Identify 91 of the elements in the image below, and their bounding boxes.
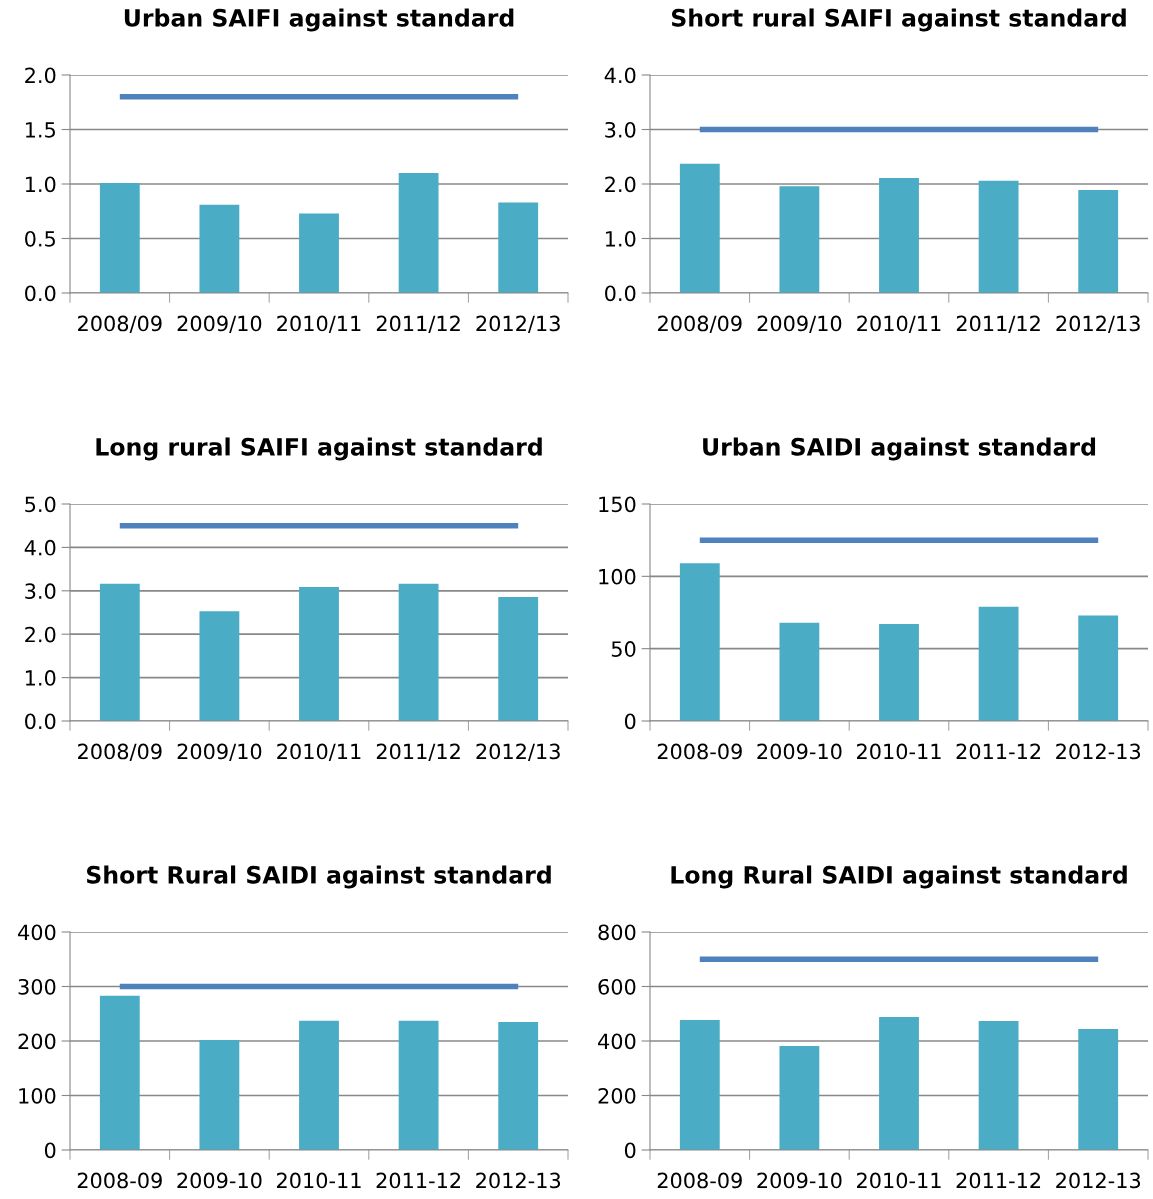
- x-tick-label: 2009-10: [177, 1172, 262, 1189]
- bar: [978, 606, 1019, 721]
- x-tick-label: 2008-09: [77, 1172, 162, 1189]
- bar: [1078, 1029, 1119, 1150]
- bar: [1078, 615, 1119, 721]
- y-tick-label: 1.0: [605, 230, 636, 247]
- y-tick-label: 100: [599, 568, 636, 585]
- bar: [779, 1045, 820, 1150]
- bar: [299, 213, 339, 293]
- bar: [398, 173, 439, 293]
- x-tick-label: 2011-12: [956, 1172, 1041, 1189]
- bar: [978, 1021, 1019, 1150]
- bar: [879, 1017, 919, 1150]
- y-tick-label: 1.0: [25, 670, 56, 686]
- x-tick-label: 2008/09: [78, 315, 162, 333]
- x-tick-label: 2012-13: [1056, 743, 1141, 760]
- bar: [199, 1039, 240, 1150]
- x-tick-label: 2008/09: [658, 315, 742, 333]
- x-tick-label: 2010-11: [857, 1172, 941, 1189]
- x-tick-label: 2008-09: [657, 1172, 742, 1189]
- y-tick-label: 0: [624, 713, 636, 730]
- x-tick-label: 2008-09: [657, 743, 742, 760]
- x-tick-label: 2009-10: [757, 1172, 842, 1189]
- x-tick-label: 2008/09: [78, 743, 162, 761]
- y-tick-label: 2.0: [605, 176, 636, 193]
- y-tick-label: 5.0: [25, 496, 56, 513]
- y-tick-label: 150: [599, 496, 636, 513]
- x-tick-label: 2010-11: [857, 743, 941, 760]
- y-tick-label: 2.0: [25, 67, 56, 84]
- bar: [679, 563, 720, 721]
- bar: [978, 180, 1019, 293]
- y-tick-label: 0.0: [25, 713, 56, 730]
- x-tick-label: 2012/13: [476, 315, 560, 333]
- y-tick-label: 100: [19, 1087, 56, 1104]
- bar: [779, 186, 820, 293]
- bar: [299, 1020, 339, 1150]
- bar: [498, 202, 539, 293]
- y-tick-label: 200: [598, 1087, 636, 1104]
- y-tick-label: 400: [18, 924, 56, 941]
- x-tick-label: 2011-12: [376, 1172, 461, 1189]
- y-tick-label: 0: [624, 1142, 636, 1159]
- x-tick-label: 2010-11: [277, 1172, 361, 1189]
- y-tick-label: 200: [18, 1033, 56, 1050]
- x-tick-label: 2009/10: [177, 743, 262, 761]
- x-tick-label: 2012-13: [476, 1172, 561, 1189]
- x-tick-label: 2011/12: [956, 315, 1040, 333]
- y-tick-label: 400: [598, 1033, 636, 1050]
- x-tick-label: 2010/11: [857, 315, 941, 333]
- chart-title: Short rural SAIFI against standard: [671, 8, 1126, 32]
- y-tick-label: 4.0: [604, 67, 636, 84]
- x-tick-label: 2011/12: [376, 743, 460, 761]
- x-tick-label: 2011/12: [376, 315, 460, 333]
- x-tick-label: 2012/13: [476, 743, 560, 761]
- chart-title: Urban SAIDI against standard: [703, 437, 1096, 461]
- bar: [398, 1020, 439, 1150]
- y-tick-label: 3.0: [605, 121, 636, 138]
- x-tick-label: 2012-13: [1056, 1172, 1141, 1189]
- bar: [779, 622, 820, 721]
- bar: [99, 995, 140, 1150]
- y-tick-label: 1.0: [25, 176, 56, 193]
- x-tick-label: 2012/13: [1056, 315, 1140, 333]
- bar: [879, 178, 919, 293]
- chart-title: Long rural SAIFI against standard: [96, 437, 542, 461]
- bar: [879, 624, 919, 721]
- y-tick-label: 50: [611, 641, 636, 657]
- x-tick-label: 2009/10: [757, 315, 842, 333]
- bar: [199, 204, 240, 293]
- y-tick-label: 800: [598, 924, 636, 941]
- chart-title: Long Rural SAIDI against standard: [671, 865, 1127, 889]
- y-tick-label: 4.0: [24, 539, 56, 556]
- bar: [679, 163, 720, 293]
- y-tick-label: 3.0: [25, 583, 56, 600]
- y-tick-label: 2.0: [25, 626, 56, 643]
- x-tick-label: 2011-12: [956, 743, 1041, 760]
- y-tick-label: 1.5: [25, 122, 55, 138]
- y-tick-label: 0.5: [25, 230, 55, 247]
- y-tick-label: 0: [44, 1142, 56, 1159]
- y-tick-label: 0.0: [25, 285, 56, 302]
- x-tick-label: 2009-10: [757, 743, 842, 760]
- bar: [99, 182, 140, 293]
- chart-title: Urban SAIFI against standard: [124, 8, 514, 32]
- chart-title: Short Rural SAIDI against standard: [86, 865, 551, 889]
- bar: [1078, 189, 1119, 293]
- bar: [679, 1020, 720, 1150]
- y-tick-label: 0.0: [605, 285, 636, 302]
- y-tick-label: 600: [598, 978, 636, 995]
- x-tick-label: 2010/11: [277, 743, 361, 761]
- x-tick-label: 2009/10: [177, 315, 262, 333]
- x-tick-label: 2010/11: [277, 315, 361, 333]
- bar: [498, 1021, 539, 1150]
- y-tick-label: 300: [18, 978, 56, 995]
